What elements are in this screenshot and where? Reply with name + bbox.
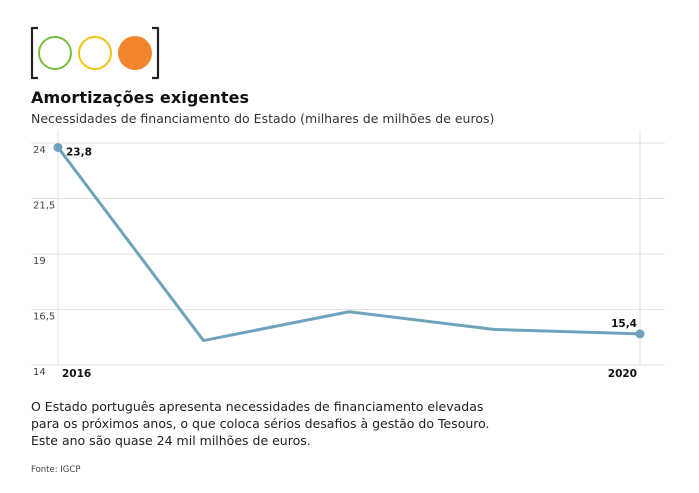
y-tick-label: 21,5	[33, 201, 55, 212]
series-line	[56, 145, 642, 343]
x-tick-label: 2016	[62, 368, 91, 380]
chart-title: Amortizações exigentes	[31, 88, 250, 107]
chart-grid	[31, 130, 665, 366]
data-label: 23,8	[66, 146, 92, 158]
y-tick-label: 16,5	[33, 312, 55, 323]
data-point	[635, 329, 645, 339]
x-axis-ticks: 2016 2020	[62, 368, 637, 380]
y-tick-label: 19	[33, 256, 46, 267]
series-layer	[53, 142, 645, 343]
yellow-light-icon	[78, 36, 112, 70]
data-point	[53, 142, 63, 152]
data-labels: 23,8 15,4	[66, 146, 637, 329]
x-tick-label: 2020	[608, 368, 637, 380]
chart-subtitle: Necessidades de financiamento do Estado …	[31, 111, 495, 126]
y-tick-label: 24	[33, 145, 46, 156]
chart-description: O Estado português apresenta necessidade…	[31, 398, 511, 449]
description-line: para os próximos anos, o que coloca séri…	[31, 416, 490, 431]
description-line: O Estado português apresenta necessidade…	[31, 399, 484, 414]
y-tick-label: 14	[33, 367, 46, 378]
y-axis-ticks: 24 21,5 19 16,5 14	[33, 145, 55, 378]
source-note: Fonte: IGCP	[31, 465, 81, 475]
line-chart: 24 21,5 19 16,5 14 2016 2020 23,8 15,4	[31, 130, 665, 380]
data-label: 15,4	[611, 318, 637, 330]
traffic-light-icon	[30, 26, 160, 80]
orange-light-icon	[118, 36, 152, 70]
description-line: Este ano são quase 24 mil milhões de eur…	[31, 433, 311, 448]
green-light-icon	[38, 36, 72, 70]
